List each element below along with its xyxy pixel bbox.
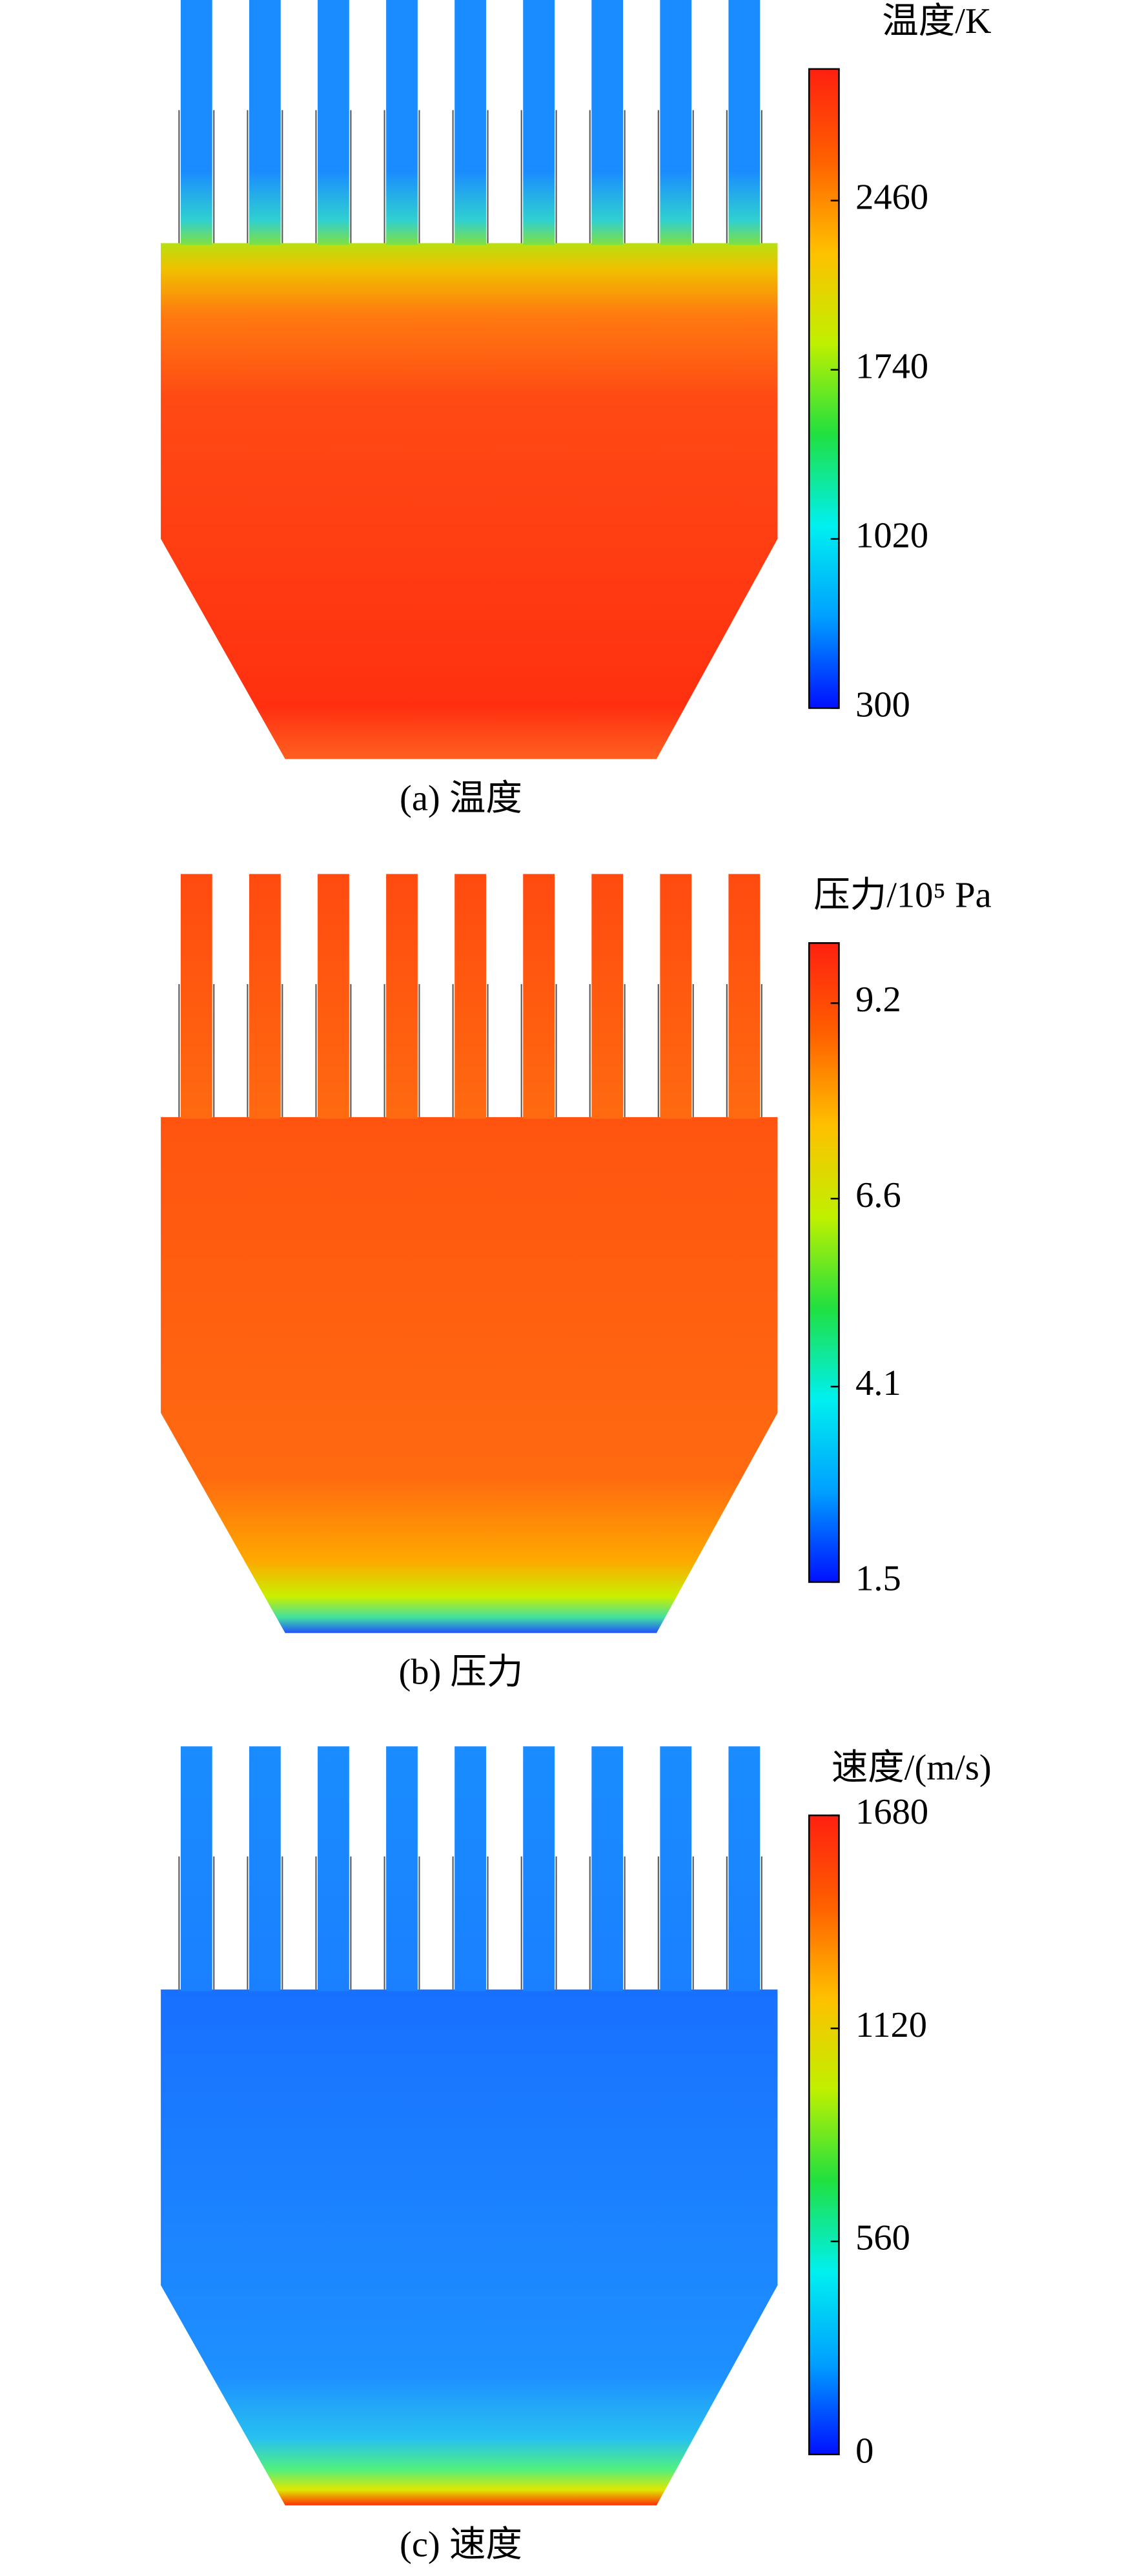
injector xyxy=(180,0,212,245)
injector xyxy=(249,1746,281,1992)
injector xyxy=(180,1746,212,1992)
injector xyxy=(455,874,486,1119)
injector xyxy=(523,1746,555,1992)
colorbar-tick-label: 2460 xyxy=(855,178,928,218)
injector xyxy=(318,1746,349,1992)
colorbar-tick-label: 1680 xyxy=(855,1792,928,1832)
injector xyxy=(728,0,761,245)
caption: (b) 压力 xyxy=(398,1653,523,1693)
colorbar-tick-label: 300 xyxy=(855,685,910,725)
colorbar-tick-label: 1120 xyxy=(855,2005,927,2045)
injector xyxy=(455,0,486,245)
colorbar-tick-label: 1740 xyxy=(855,347,928,387)
injector xyxy=(660,1746,692,1992)
injector xyxy=(523,0,555,245)
injector xyxy=(591,1746,624,1992)
injector xyxy=(591,0,624,245)
injector xyxy=(728,874,761,1119)
injector xyxy=(249,874,281,1119)
injector xyxy=(660,0,692,245)
colorbar xyxy=(808,942,840,1583)
injector xyxy=(180,874,212,1119)
injector xyxy=(318,874,349,1119)
injector xyxy=(386,874,418,1119)
colorbar xyxy=(808,68,840,709)
colorbar-title: 压力/10⁵ Pa xyxy=(813,876,991,916)
colorbar-title: 速度/(m/s) xyxy=(832,1748,992,1788)
colorbar-tick-label: 1020 xyxy=(855,516,928,556)
injector xyxy=(455,1746,486,1992)
injector xyxy=(591,874,624,1119)
panel: 300 1020 1740 2460 温度/K (a) 温度 xyxy=(161,0,992,818)
colorbar-tick-label: 4.1 xyxy=(855,1363,901,1403)
injector xyxy=(523,874,555,1119)
injector xyxy=(386,0,418,245)
colorbar-tick-label: 9.2 xyxy=(855,980,901,1020)
panel: 1.5 4.1 6.6 9.2 压力/10⁵ Pa (b) 压力 xyxy=(161,874,992,1693)
colorbar-tick-label: 0 xyxy=(855,2431,873,2471)
chamber-field xyxy=(161,243,778,759)
injector xyxy=(728,1746,761,1992)
chamber-field xyxy=(161,1989,778,2506)
colorbar-tick-label: 1.5 xyxy=(855,1559,901,1599)
chamber-field xyxy=(161,1117,778,1633)
injector xyxy=(249,0,281,245)
colorbar-tick-label: 560 xyxy=(855,2218,910,2258)
injector xyxy=(660,874,692,1119)
injector xyxy=(386,1746,418,1992)
injector xyxy=(318,0,349,245)
colorbar-tick-label: 6.6 xyxy=(855,1175,901,1215)
colorbar-title: 温度/K xyxy=(882,1,992,41)
caption: (a) 温度 xyxy=(400,779,522,819)
caption: (c) 速度 xyxy=(400,2525,522,2565)
colorbar xyxy=(808,1814,840,2456)
